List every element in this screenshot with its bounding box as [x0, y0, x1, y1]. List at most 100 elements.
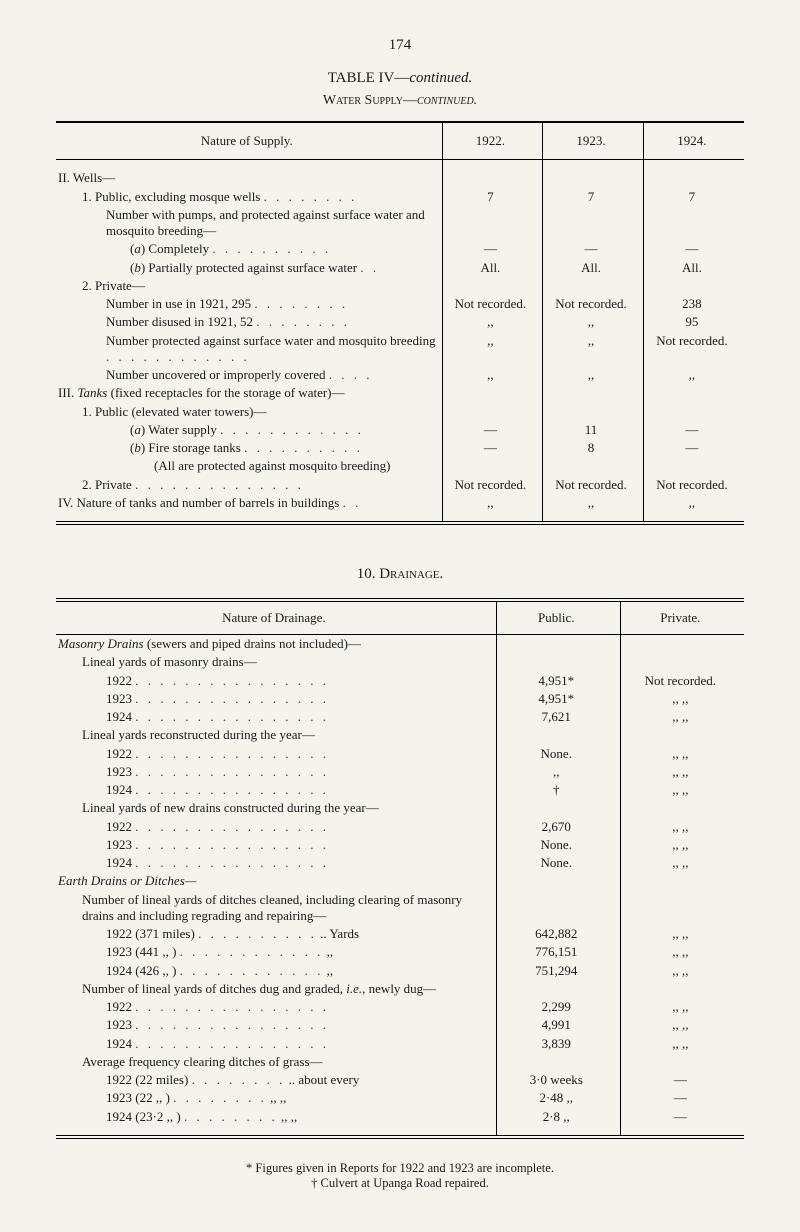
row-1922e: 1922 . . . . . . . . . . . . . . . . [58, 999, 490, 1015]
cell: Not recorded. [442, 295, 543, 313]
cell: ,, ,, [620, 836, 744, 854]
footnote-2: † Culvert at Upanga Road repaired. [56, 1176, 744, 1192]
cell: ,, [543, 332, 644, 367]
masonry-header: Masonry Drains (sewers and piped drains … [56, 635, 496, 654]
cell: Not recorded. [442, 476, 543, 494]
cell: ,, ,, [620, 763, 744, 781]
row-1922c: 1922 . . . . . . . . . . . . . . . . [58, 819, 490, 835]
cell: — [620, 1089, 744, 1107]
cell: ,, ,, [620, 1035, 744, 1053]
cell: 776,151 [496, 943, 620, 961]
cell: None. [496, 836, 620, 854]
col-nature: Nature of Supply. [56, 122, 442, 160]
row-protected: Number protected against surface water a… [58, 333, 436, 366]
cell: ,, ,, [620, 943, 744, 961]
drainage-table: Nature of Drainage. Public. Private. Mas… [56, 598, 744, 1139]
cell: — [620, 1071, 744, 1089]
cell: ,, ,, [620, 998, 744, 1016]
cell: Not recorded. [643, 476, 744, 494]
subtitle-prefix: Water Supply— [323, 93, 417, 108]
cell: 7 [643, 188, 744, 206]
newly-dug-header: Number of lineal yards of ditches dug an… [58, 981, 490, 997]
cell: — [643, 439, 744, 457]
cell: 642,882 [496, 925, 620, 943]
cell: 95 [643, 313, 744, 331]
drainage-heading: 10. Drainage. [56, 565, 744, 584]
row-fire-tanks: (b) Fire storage tanks . . . . . . . . .… [58, 440, 436, 456]
cell: ,, ,, [620, 925, 744, 943]
page-number: 174 [56, 36, 744, 55]
cell: 8 [543, 439, 644, 457]
cell: ,, ,, [620, 690, 744, 708]
col-1923: 1923. [543, 122, 644, 160]
cell: 11 [543, 421, 644, 439]
row-1923f: 1923 (22 ,, ) . . . . . . . . ,, ,, [58, 1090, 490, 1106]
cell: 2,299 [496, 998, 620, 1016]
wells-header: II. Wells— [56, 160, 442, 188]
row-partially: (b) Partially protected against surface … [58, 260, 436, 276]
row-water-supply: (a) Water supply . . . . . . . . . . . . [58, 422, 436, 438]
cell: All. [442, 259, 543, 277]
cell: † [496, 781, 620, 799]
row-public-wells: 1. Public, excluding mosque wells . . . … [58, 189, 436, 205]
row-inuse: Number in use in 1921, 295 . . . . . . .… [58, 296, 436, 312]
cell: 7 [442, 188, 543, 206]
recon-header: Lineal yards reconstructed during the ye… [58, 727, 490, 743]
row-1924f: 1924 (23·2 ,, ) . . . . . . . . ,, ,, [58, 1109, 490, 1125]
row-1923c: 1923 . . . . . . . . . . . . . . . . [58, 837, 490, 853]
cell: — [620, 1108, 744, 1137]
col-1924: 1924. [643, 122, 744, 160]
cell: 238 [643, 295, 744, 313]
row-1924d: 1924 (426 ,, ) . . . . . . . . . . . . ,… [58, 963, 490, 979]
cell: 3,839 [496, 1035, 620, 1053]
cell: 751,294 [496, 962, 620, 980]
row-1923e: 1923 . . . . . . . . . . . . . . . . [58, 1017, 490, 1033]
row-completely: (a) Completely . . . . . . . . . . [58, 241, 436, 257]
row-private-head: 2. Private— [58, 278, 436, 294]
cell: ,, ,, [620, 781, 744, 799]
cell: 2,670 [496, 818, 620, 836]
cell: Not recorded. [543, 295, 644, 313]
cell: ,, ,, [620, 745, 744, 763]
col-public: Public. [496, 600, 620, 635]
cell: — [643, 240, 744, 258]
col-1922: 1922. [442, 122, 543, 160]
cell: None. [496, 745, 620, 763]
cell: ,, [543, 366, 644, 384]
earth-sub: Number of lineal yards of ditches cleane… [58, 892, 490, 925]
row-1922b: 1922 . . . . . . . . . . . . . . . . [58, 746, 490, 762]
cell: 4,951* [496, 672, 620, 690]
cell: Not recorded. [643, 332, 744, 367]
title-suffix: continued. [409, 70, 472, 86]
row-1924b: 1924 . . . . . . . . . . . . . . . . [58, 782, 490, 798]
cell: All. [643, 259, 744, 277]
cell: ,, ,, [620, 1016, 744, 1034]
row-1924c: 1924 . . . . . . . . . . . . . . . . [58, 855, 490, 871]
tanks-header: III. Tanks (fixed receptacles for the st… [56, 384, 442, 402]
row-1924e: 1924 . . . . . . . . . . . . . . . . [58, 1036, 490, 1052]
col-nature-drainage: Nature of Drainage. [56, 600, 496, 635]
cell: 4,991 [496, 1016, 620, 1034]
row-1922a: 1922 . . . . . . . . . . . . . . . . [58, 673, 490, 689]
supply-table: Nature of Supply. 1922. 1923. 1924. II. … [56, 121, 744, 525]
cell: — [442, 421, 543, 439]
cell: Not recorded. [543, 476, 644, 494]
cell: None. [496, 854, 620, 872]
cell: ,, [543, 494, 644, 523]
row-1924a: 1924 . . . . . . . . . . . . . . . . [58, 709, 490, 725]
cell: 2·8 ,, [496, 1108, 620, 1137]
row-private-tanks: 2. Private . . . . . . . . . . . . . . [58, 477, 436, 493]
cell: — [643, 421, 744, 439]
row-1923d: 1923 (441 ,, ) . . . . . . . . . . . . ,… [58, 944, 490, 960]
title-prefix: TABLE IV— [328, 70, 410, 86]
cell: 7,621 [496, 708, 620, 726]
cell: ,, ,, [620, 962, 744, 980]
cell: ,, [643, 494, 744, 523]
cell: ,, ,, [620, 708, 744, 726]
row-1923a: 1923 . . . . . . . . . . . . . . . . [58, 691, 490, 707]
cell: ,, [442, 332, 543, 367]
avg-header: Average frequency clearing ditches of gr… [58, 1054, 490, 1070]
row-1923b: 1923 . . . . . . . . . . . . . . . . [58, 764, 490, 780]
cell: ,, [442, 366, 543, 384]
cell: ,, [496, 763, 620, 781]
